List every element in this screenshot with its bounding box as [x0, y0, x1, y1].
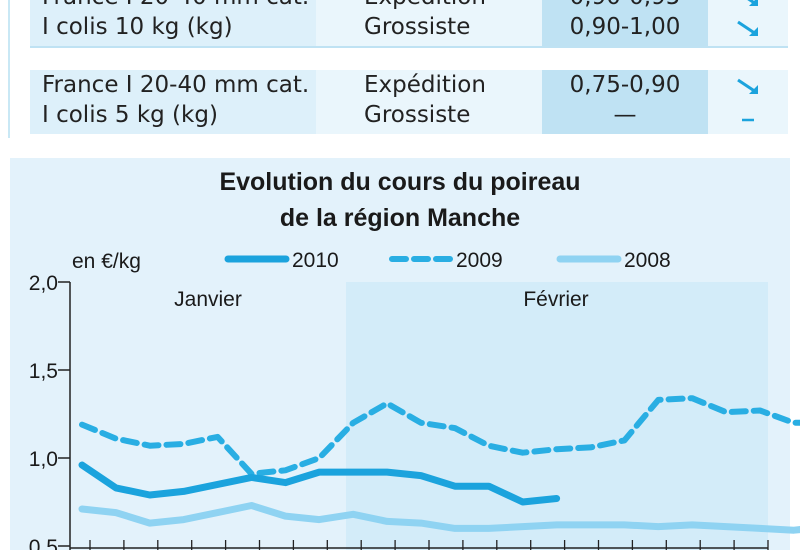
stage-line-2: Grossiste [364, 102, 471, 128]
y-tick-label: 2,0 [29, 272, 58, 295]
period-label-fevrier: Février [523, 288, 588, 311]
trend-dash-icon [742, 118, 754, 122]
product-line-2: I colis 5 kg (kg) [42, 102, 218, 128]
stage-cell: Expédition Grossiste [316, 70, 542, 134]
row-divider [30, 46, 788, 48]
period-shade-fevrier [346, 282, 768, 550]
price-line-1: 0,90-0,95 [542, 0, 708, 12]
price-cell: 0,90-0,95 0,90-1,00 [542, 0, 708, 46]
price-line-2: 0,90-1,00 [569, 14, 681, 40]
price-line-2: — [613, 102, 637, 128]
period-label-janvier: Janvier [174, 288, 242, 311]
trend-cell [708, 0, 788, 46]
product-cell: France I 20-40 mm cat. I colis 10 kg (kg… [42, 0, 322, 46]
product-line-1: France I 20-40 mm cat. [42, 72, 310, 98]
stage-line-2: Grossiste [364, 14, 471, 40]
trend-down-arrow-icon [737, 78, 758, 94]
trend-down-arrow-icon [737, 20, 758, 36]
price-table: France I 20-40 mm cat. I colis 10 kg (kg… [0, 0, 800, 140]
legend-label-2009: 2009 [456, 249, 503, 272]
unit-label: en €/kg [72, 250, 141, 273]
trend-cell [708, 70, 788, 134]
product-line-1: France I 20-40 mm cat. [42, 0, 322, 12]
stage-cell: Expédition Grossiste [316, 0, 542, 46]
legend-label-2008: 2008 [624, 249, 671, 272]
y-tick-label: 1,0 [29, 448, 58, 471]
trend-down-arrow-icon [747, 0, 758, 6]
chart-subtitle: de la région Manche [279, 204, 521, 232]
price-line-1: 0,75-0,90 [569, 72, 681, 98]
legend-label-2010: 2010 [292, 249, 339, 272]
y-tick-label: 0,5 [29, 536, 58, 550]
table-left-rule [8, 0, 10, 138]
product-line-2: I colis 10 kg (kg) [42, 14, 233, 40]
y-tick-label: 1,5 [29, 360, 58, 383]
stage-line-1: Expédition [364, 72, 486, 98]
table-row: France I 20-40 mm cat. I colis 5 kg (kg)… [30, 70, 788, 134]
stage-line-1: Expédition [364, 0, 542, 12]
chart-title: Evolution du cours du poireau [219, 168, 581, 196]
product-cell: France I 20-40 mm cat. I colis 5 kg (kg) [42, 70, 322, 134]
price-cell: 0,75-0,90 — [542, 70, 708, 134]
table-row: France I 20-40 mm cat. I colis 10 kg (kg… [30, 0, 788, 46]
